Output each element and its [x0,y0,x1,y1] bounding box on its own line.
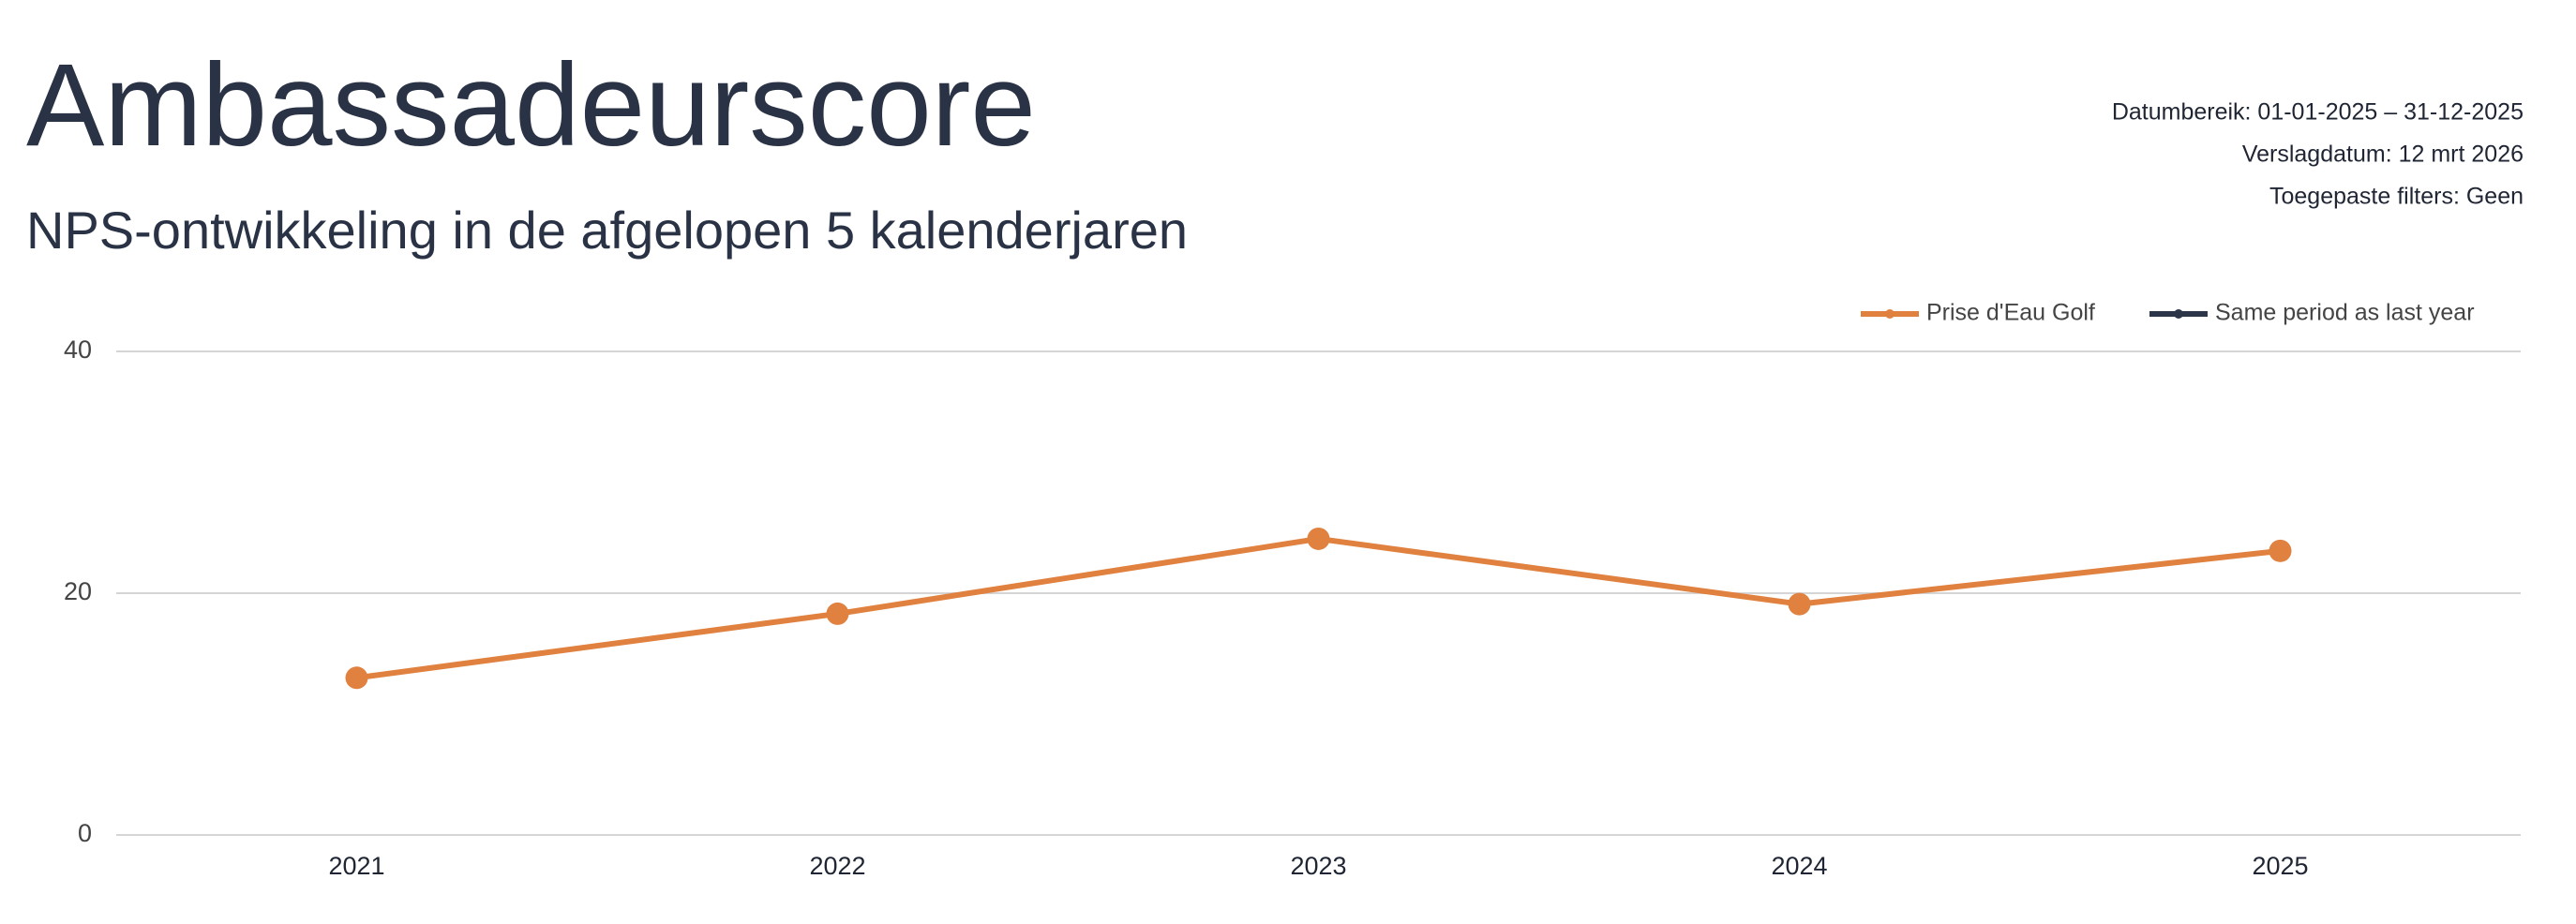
data-point [826,602,849,625]
y-tick-label: 20 [64,577,92,605]
legend-swatch-dot [1885,309,1895,319]
x-tick-label: 2022 [809,852,865,880]
info-line: Datumbereik: 01-01-2025 – 31-12-2025 [2112,99,2524,126]
y-tick-label: 0 [78,819,92,847]
data-point [1307,527,1330,550]
legend-label: Prise d'Eau Golf [1926,300,2095,326]
series-line [356,535,2281,681]
data-point [1788,592,1811,616]
x-tick-label: 2024 [1771,852,1827,880]
x-tick-label: 2023 [1290,852,1346,880]
x-tick-label: 2021 [328,852,384,880]
info-line: Verslagdatum: 12 mrt 2026 [2242,142,2524,168]
data-point [2269,539,2292,562]
data-point [345,666,368,690]
page-title: Ambassadeurscore [26,40,1036,171]
chart-title: NPS-ontwikkeling in de afgelopen 5 kalen… [26,201,1188,260]
legend-label: Same period as last year [2215,300,2475,326]
info-line: Toegepaste filters: Geen [2269,184,2524,210]
y-tick-label: 40 [64,335,92,364]
legend-swatch-dot [2174,309,2183,319]
x-tick-label: 2025 [2252,852,2308,880]
